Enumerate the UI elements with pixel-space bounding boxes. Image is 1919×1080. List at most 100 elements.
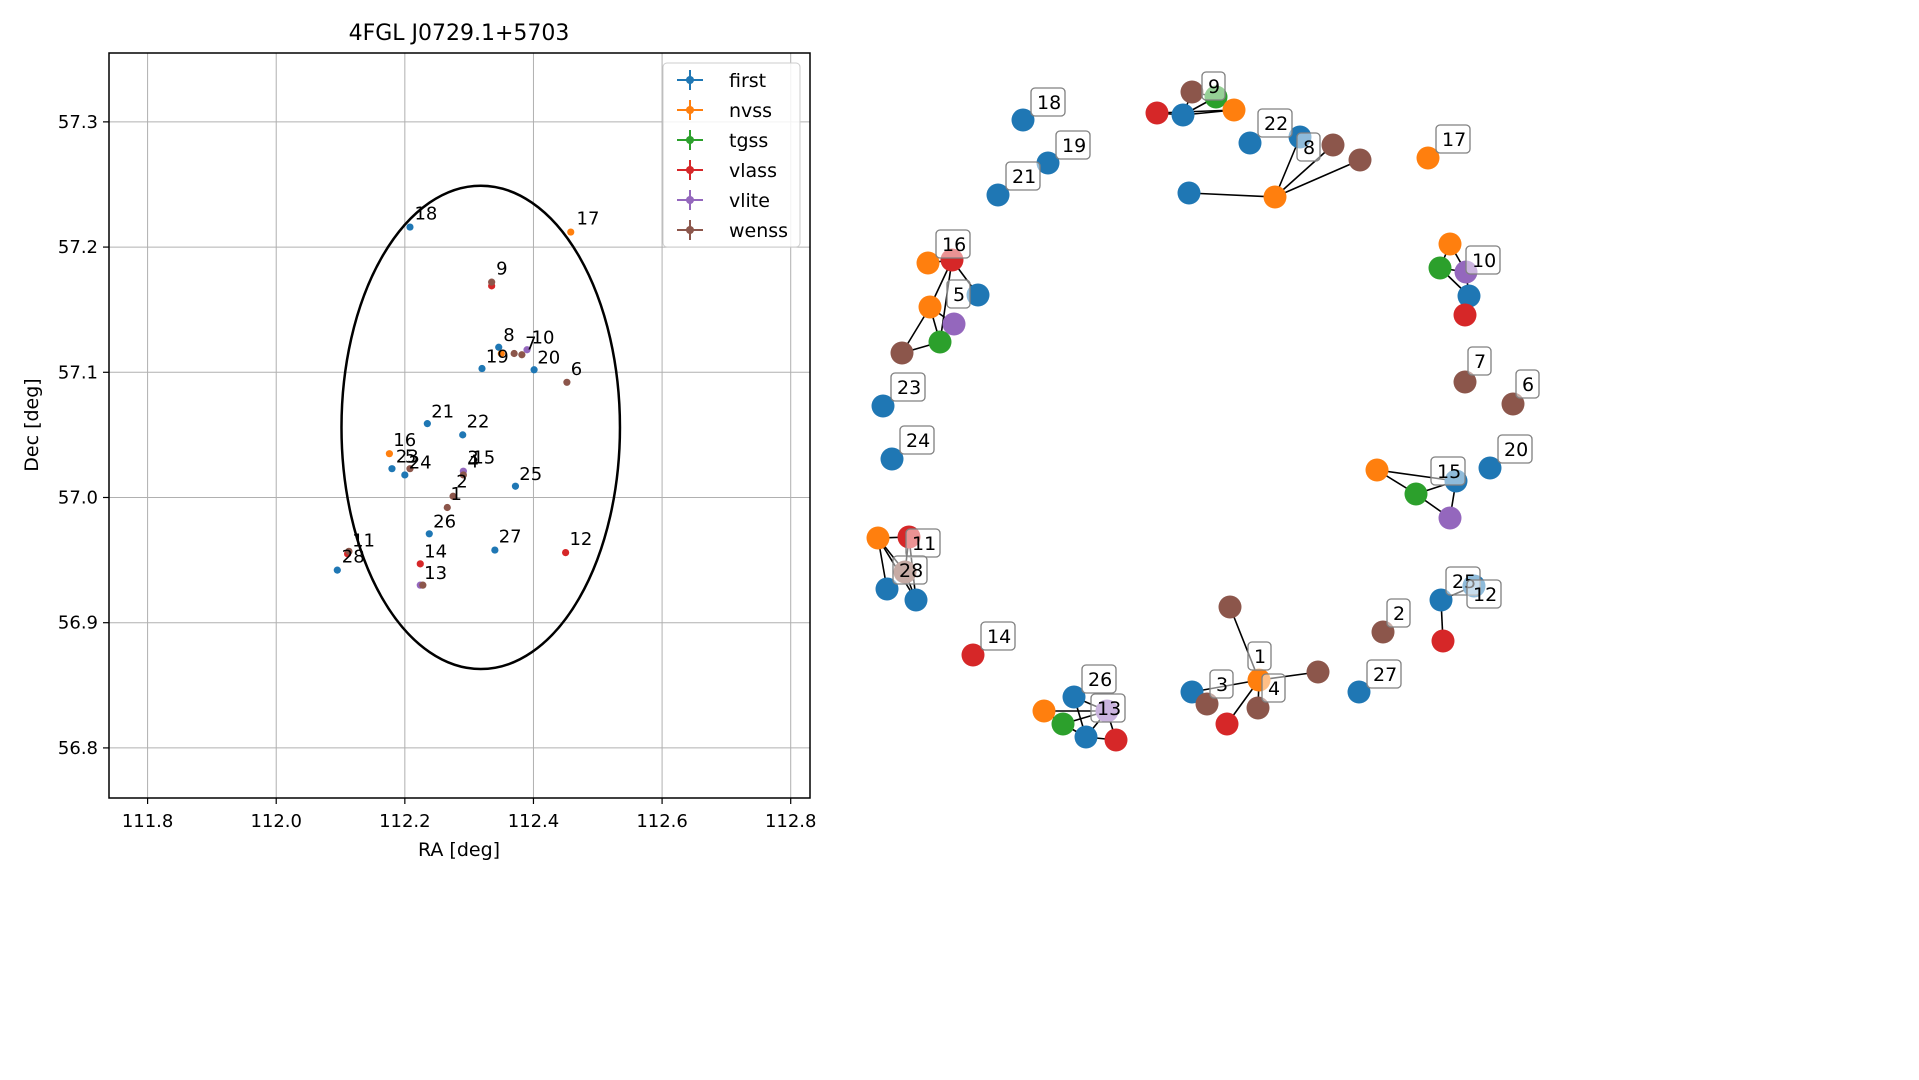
graph-edge (1274, 159, 1361, 198)
legend-label: first (729, 70, 766, 92)
graph-node-nvss (1438, 232, 1462, 256)
point-first (459, 431, 467, 439)
label-box (1466, 579, 1502, 609)
graph-node-tgss (1051, 712, 1075, 736)
y-axis-label: Dec [deg] (21, 378, 43, 471)
graph-node-first (966, 283, 990, 307)
legend-marker (686, 106, 694, 114)
point-wenss (510, 349, 518, 358)
label-text: 8 (1303, 137, 1315, 159)
graph-node-vlite (942, 312, 966, 336)
graph-edge (1156, 109, 1235, 114)
graph-nodes (866, 80, 1525, 752)
label-box (1257, 108, 1293, 138)
point-label: 28 (342, 547, 365, 568)
graph-node-wenss (1453, 370, 1477, 394)
point-label: 23 (396, 446, 419, 467)
graph-node-label: 13 (1090, 693, 1126, 723)
graph-node-first (1347, 680, 1371, 704)
point-nvss (385, 450, 393, 458)
label-box (1209, 669, 1234, 699)
label-text: 24 (906, 430, 930, 452)
graph-node-vlass (1453, 303, 1477, 327)
label-box (1467, 346, 1492, 376)
graph-edge (1274, 144, 1334, 198)
graph-node-first (1171, 103, 1195, 127)
graph-node-label: 12 (1466, 579, 1502, 609)
point-first (388, 465, 396, 473)
point-label: 8 (503, 325, 514, 346)
label-text: 11 (912, 533, 936, 555)
graph-node-wenss (1306, 660, 1330, 684)
label-text: 12 (1473, 584, 1497, 606)
legend-entry-tgss: tgss (677, 130, 768, 152)
ellipse-outline (340, 184, 622, 671)
data-points (333, 223, 575, 589)
legend-entry-vlite: vlite (677, 190, 770, 212)
legend-marker (686, 136, 694, 144)
graph-node-wenss (1180, 80, 1204, 104)
label-box (1201, 71, 1226, 101)
chart-title: 4FGL J0729.1+5703 (349, 21, 570, 46)
label-box (890, 372, 926, 402)
graph-node-label: 1 (1247, 641, 1272, 671)
label-box (980, 621, 1016, 651)
point-first (491, 546, 499, 554)
point-wenss (563, 378, 571, 386)
graph-node-wenss (1218, 595, 1242, 619)
graph-edge (939, 259, 953, 343)
point-wenss (419, 581, 427, 589)
label-text: 26 (1088, 669, 1112, 691)
y-tick-label: 57.1 (58, 362, 98, 383)
label-box (1296, 132, 1321, 162)
point-vlite (523, 346, 531, 354)
label-box (1247, 641, 1272, 671)
label-box (1465, 245, 1501, 275)
axis-ticks: 111.8 112.0 112.2 112.4 112.6 112.856.856.957… (58, 112, 817, 832)
graph-node-label: 16 (935, 229, 971, 259)
label-text: 13 (1097, 698, 1121, 720)
x-tick-label: 112.4 (508, 811, 560, 832)
graph-node-vlass (961, 643, 985, 667)
legend-label: wenss (729, 220, 788, 242)
point-label: 18 (414, 204, 437, 225)
graph-node-nvss (1365, 458, 1389, 482)
label-box (1005, 161, 1041, 191)
legend-entry-nvss: nvss (677, 100, 772, 122)
graph-node-label: 27 (1366, 659, 1402, 689)
point-wenss (449, 492, 457, 500)
point-label: 21 (431, 401, 454, 422)
graph-node-first (1177, 181, 1201, 205)
point-vlass (562, 548, 570, 557)
y-tick-label: 57.3 (58, 112, 98, 133)
point-first (511, 482, 520, 490)
label-text: 3 (1216, 674, 1228, 696)
label-box (1030, 87, 1066, 117)
point-first (478, 364, 486, 373)
point-label: 5 (405, 446, 416, 467)
y-tick-label: 56.9 (58, 613, 98, 634)
point-first (425, 530, 433, 538)
graph-node-label: 20 (1497, 434, 1533, 464)
graph-node-label: 10 (1465, 245, 1501, 275)
point-first (530, 366, 538, 374)
graph-node-wenss (1321, 133, 1345, 157)
graph-node-vlass (1104, 728, 1128, 752)
graph-node-label: 24 (899, 425, 935, 455)
graph-node-nvss (916, 251, 940, 275)
graph-node-first (1062, 685, 1086, 709)
legend-entry-wenss: wenss (677, 220, 788, 242)
point-label: 19 (486, 346, 509, 367)
point-first (423, 420, 431, 428)
graph-node-vlite (1438, 506, 1462, 530)
graph-node-label: 23 (890, 372, 926, 402)
graph-node-first (1011, 108, 1035, 132)
point-label: 2 (456, 471, 467, 492)
point-first (333, 566, 341, 574)
label-box (935, 229, 971, 259)
point-label: 11 (352, 530, 375, 551)
point-label: 13 (424, 563, 447, 584)
graph-node-first (880, 447, 904, 471)
graph-edge (1188, 192, 1276, 198)
